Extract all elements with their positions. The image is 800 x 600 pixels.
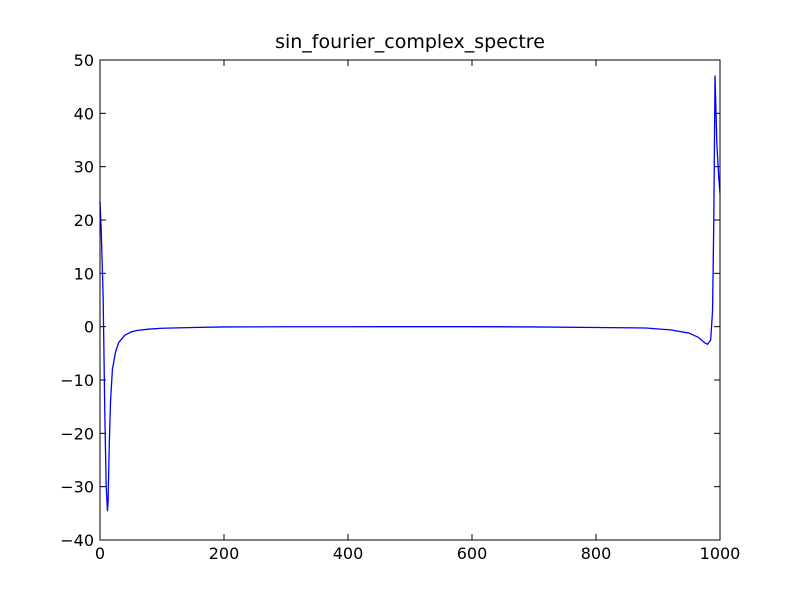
y-tick-label: 10 [74, 264, 94, 283]
chart-title: sin_fourier_complex_spectre [275, 31, 545, 53]
y-tick-label: −10 [60, 371, 94, 390]
y-tick-label: −20 [60, 424, 94, 443]
y-tick-label: 50 [74, 51, 94, 70]
x-tick-label: 600 [457, 544, 488, 563]
y-tick-label: 0 [84, 318, 94, 337]
y-tick-label: 40 [74, 104, 94, 123]
ticks-layer: 0 200 400 600 800 1000 −40 −30 −20 −10 0 10 20 30 40 50 [60, 51, 740, 563]
x-tick-label: 200 [209, 544, 240, 563]
y-tick-label: 30 [74, 158, 94, 177]
y-tick-label: −30 [60, 478, 94, 497]
x-tick-label: 800 [581, 544, 612, 563]
series-line [99, 75, 721, 512]
x-tick-label: 400 [333, 544, 364, 563]
y-tick-label: 20 [74, 211, 94, 230]
y-tick-label: −40 [60, 531, 94, 550]
x-tick-label: 1000 [700, 544, 741, 563]
series-layer [99, 75, 721, 512]
x-tick-label: 0 [95, 544, 105, 563]
plot-frame [99, 59, 721, 541]
